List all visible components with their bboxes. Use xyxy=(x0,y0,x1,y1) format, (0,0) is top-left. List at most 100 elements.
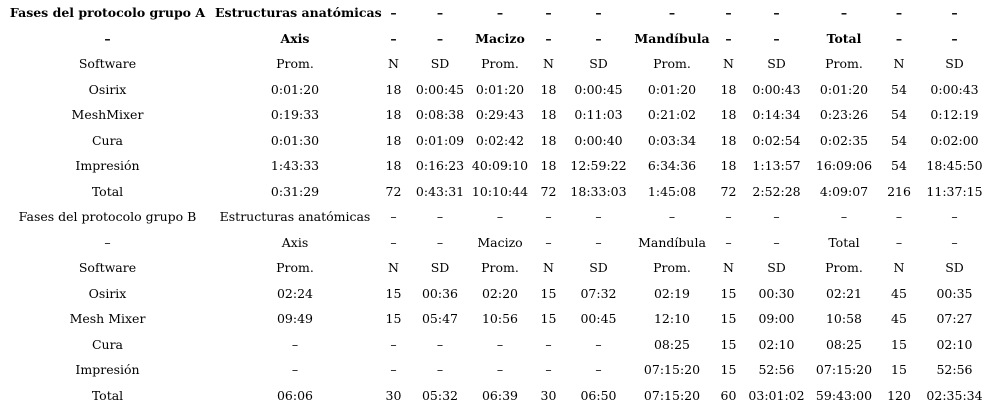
table-cell: 18 xyxy=(385,81,402,97)
table-cell: Software xyxy=(78,260,137,276)
table-cell: 0:31:29 xyxy=(270,183,320,199)
table-cell: 07:15:20 xyxy=(643,387,701,403)
table-cell: – xyxy=(951,234,958,250)
table-cell: N xyxy=(893,260,905,276)
table-cell: Macizo xyxy=(477,234,523,250)
table-cell: 0:00:43 xyxy=(752,81,801,97)
table-cell: 0:02:35 xyxy=(819,132,869,148)
table-cell: 52:56 xyxy=(936,362,973,378)
table-cell: 03:01:02 xyxy=(748,387,805,403)
table-cell: 06:06 xyxy=(276,387,314,403)
table-cell: 0:16:23 xyxy=(415,158,465,174)
table-cell: 72 xyxy=(720,183,737,199)
table-cell: 18 xyxy=(720,81,737,97)
table-cell: N xyxy=(723,260,734,276)
table-cell: 00:35 xyxy=(936,285,973,301)
table-cell: – xyxy=(496,5,504,21)
table-cell: 15 xyxy=(385,285,402,301)
table-cell: 0:14:34 xyxy=(752,107,801,123)
table-cell: – xyxy=(104,234,111,250)
table-cell: Prom. xyxy=(825,56,863,72)
table-cell: – xyxy=(496,336,504,352)
table-row: Software Prom. N SD Prom. N SD Prom. N SD Prom. N SD xyxy=(0,255,991,281)
table-cell: 11:37:15 xyxy=(926,183,983,199)
table-cell: – xyxy=(725,5,732,21)
table-cell: 06:39 xyxy=(481,387,519,403)
table-cell: Osirix xyxy=(88,285,127,301)
table-cell: 52:56 xyxy=(758,362,795,378)
table-cell: 15 xyxy=(540,311,557,327)
table-cell: – xyxy=(390,362,397,378)
table-cell: 15 xyxy=(720,311,737,327)
table-cell: N xyxy=(388,56,399,72)
table-cell: – xyxy=(390,336,397,352)
table-cell: – xyxy=(951,5,958,21)
table-cell: – xyxy=(895,209,903,225)
table-cell: – xyxy=(436,336,444,352)
table-cell: 08:25 xyxy=(825,336,863,352)
table-cell: 30 xyxy=(540,387,557,403)
table-cell: – xyxy=(545,336,552,352)
table-cell: – xyxy=(291,336,299,352)
table-cell: N xyxy=(543,260,554,276)
table-cell: Fases del protocolo grupo A xyxy=(9,5,206,21)
table-row: Osirix 0:01:20 18 0:00:45 0:01:20 18 0:00:45 0:… xyxy=(0,77,991,103)
table-cell: – xyxy=(595,234,602,250)
table-row: Software Prom. N SD Prom. N SD Prom. N SD Prom. N SD xyxy=(0,51,991,77)
table-cell: – xyxy=(773,234,780,250)
table-cell: 2:52:28 xyxy=(752,183,801,199)
table-cell: 4:09:07 xyxy=(819,183,869,199)
table-cell: 1:13:57 xyxy=(752,158,801,174)
table-row: Osirix 02:24 15 00:36 02:20 15 07:32 02:19 15 00:… xyxy=(0,281,991,307)
table-cell: 30 xyxy=(385,387,402,403)
table-cell: N xyxy=(543,56,554,72)
table-cell: – xyxy=(545,234,552,250)
table-cell: SD xyxy=(945,260,964,276)
table-cell: – xyxy=(496,362,504,378)
table-cell: Prom. xyxy=(653,260,691,276)
table-cell: – xyxy=(773,209,780,225)
table-cell: 07:32 xyxy=(580,285,617,301)
table-cell: 15 xyxy=(540,285,557,301)
table-cell: 0:02:00 xyxy=(930,132,979,148)
table-cell: N xyxy=(723,56,734,72)
table-cell: 02:35:34 xyxy=(926,387,983,403)
table-cell: Estructuras anatómicas xyxy=(219,209,371,225)
table-cell: 18:45:50 xyxy=(926,158,983,174)
table-cell: 15 xyxy=(720,285,737,301)
table-cell: N xyxy=(388,260,399,276)
table-cell: 02:20 xyxy=(481,285,519,301)
table-cell: 06:50 xyxy=(580,387,617,403)
table-cell: 02:24 xyxy=(276,285,314,301)
table-cell: 02:10 xyxy=(936,336,973,352)
table-cell: Software xyxy=(78,56,137,72)
table-cell: – xyxy=(725,234,732,250)
table-cell: SD xyxy=(430,56,450,72)
table-row: Total 06:06 30 05:32 06:39 30 06:50 07:15:20 60 0… xyxy=(0,383,991,408)
table-cell: 0:23:26 xyxy=(819,107,869,123)
table-cell: 15 xyxy=(385,311,402,327)
table-cell: – xyxy=(595,209,602,225)
table-cell: – xyxy=(390,30,397,46)
table-row: MeshMixer 0:19:33 18 0:08:38 0:29:43 18 0:11:0… xyxy=(0,102,991,128)
table-cell: Prom. xyxy=(481,260,519,276)
table-cell: 02:19 xyxy=(653,285,691,301)
table-cell: – xyxy=(773,5,780,21)
table-cell: – xyxy=(436,362,444,378)
table-cell: Osirix xyxy=(88,81,127,97)
table-cell: 18 xyxy=(385,132,402,148)
table-cell: – xyxy=(668,5,676,21)
table-cell: – xyxy=(496,209,504,225)
table-cell: 07:15:20 xyxy=(815,362,873,378)
table-cell: – xyxy=(773,30,780,46)
table-cell: 0:01:20 xyxy=(270,81,320,97)
table-cell: Mandíbula xyxy=(638,234,706,250)
table-cell: 07:27 xyxy=(936,311,973,327)
table-cell: 05:47 xyxy=(421,311,459,327)
table-cell: 54 xyxy=(891,107,907,123)
table-cell: 0:01:20 xyxy=(475,81,525,97)
table-cell: 0:02:54 xyxy=(752,132,801,148)
table-cell: Prom. xyxy=(276,56,314,72)
table-cell: – xyxy=(595,5,602,21)
